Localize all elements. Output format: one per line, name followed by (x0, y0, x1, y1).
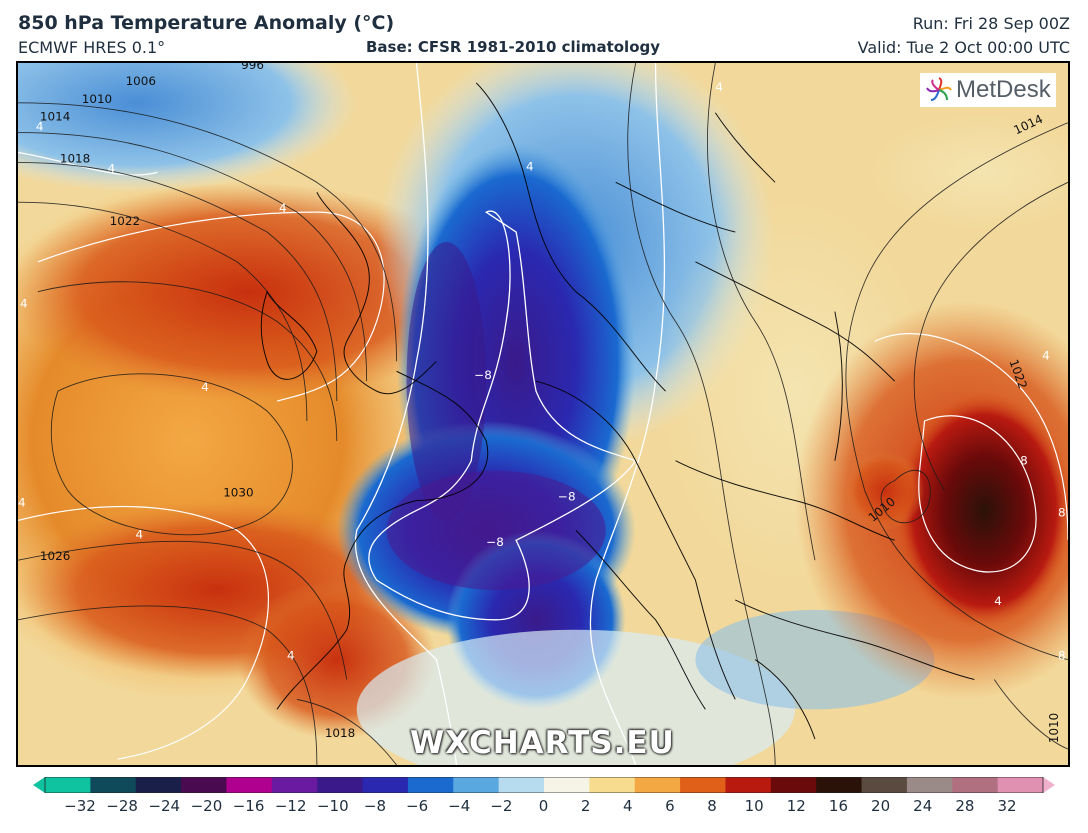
anomaly-label: 4 (136, 527, 144, 541)
metdesk-flower-icon (926, 77, 952, 101)
colorbar-ticks: −32 −28 −24 −20 −16 −12 −10 −8 −6 −4 −2 0 2 4 6 8 10 12 16… (0, 797, 1088, 819)
colorbar-tick-label: 12 (786, 797, 806, 815)
colorbar-min-arrow (33, 777, 45, 793)
colorbar-segment (407, 777, 454, 793)
colorbar-segment (997, 777, 1044, 793)
colorbar-segment (181, 777, 227, 793)
colorbar-tick-label: 4 (622, 797, 633, 815)
map-canvas: 1006 1010 1014 1018 1022 1030 1026 1018 … (18, 63, 1068, 765)
anomaly-label: 4 (18, 495, 26, 509)
colorbar-segment (725, 777, 772, 793)
anomaly-label: 8 (1058, 505, 1066, 519)
colorbar-tick-label: 10 (744, 797, 764, 815)
anomaly-label: −8 (474, 368, 492, 382)
anomaly-label: 4 (108, 161, 116, 175)
metdesk-logo: MetDesk (920, 73, 1056, 107)
colorbar-tick-label: 24 (913, 797, 933, 815)
anomaly-label: −8 (558, 490, 576, 504)
colorbar-tick-label: 32 (997, 797, 1017, 815)
colorbar-segment (453, 777, 500, 793)
colorbar-segment (634, 777, 681, 793)
temperature-colorbar (33, 777, 1055, 793)
isobar-label-1014: 1014 (40, 110, 70, 124)
model-label: ECMWF HRES 0.1° (18, 38, 166, 57)
anomaly-label: −8 (486, 535, 504, 549)
colorbar-segment (90, 777, 137, 793)
anomaly-label: 4 (20, 297, 28, 311)
anomaly-label: 4 (279, 201, 287, 215)
isobar-label-1010-east: 1010 (1047, 713, 1061, 743)
colorbar-tick-label: 28 (955, 797, 975, 815)
isobar-label-1018-south: 1018 (325, 726, 355, 740)
colorbar-tick-label: −8 (363, 797, 387, 815)
colorbar-tick-label: 6 (665, 797, 675, 815)
anomaly-label: 8 (1058, 649, 1066, 663)
anomaly-label: 4 (201, 380, 209, 394)
wxcharts-watermark: WXCHARTS.EU (410, 725, 675, 761)
colorbar-segment (317, 777, 364, 793)
anomaly-label: 4 (526, 159, 534, 173)
colorbar-tick-label: −24 (148, 797, 181, 815)
colorbar-segment (498, 777, 545, 793)
colorbar-segment (45, 777, 91, 793)
colorbar-tick-label: −20 (190, 797, 223, 815)
colorbar-segment (861, 777, 908, 793)
isobar-label-1006: 1006 (126, 74, 156, 88)
anomaly-label: 4 (715, 80, 723, 94)
colorbar-segment (589, 777, 636, 793)
colorbar-tick-label: −2 (490, 797, 513, 815)
colorbar-segment (952, 777, 999, 793)
isobar-label-1010: 1010 (82, 92, 112, 106)
colorbar-tick-label: −12 (274, 797, 307, 815)
colorbar-segment (770, 777, 817, 793)
colorbar-tick-label: 16 (828, 797, 848, 815)
colorbar-segment (680, 777, 726, 793)
isobar-label-1022: 1022 (110, 214, 140, 228)
anomaly-label: 4 (994, 594, 1002, 608)
anomaly-label: 4 (287, 649, 295, 663)
isobar-label-1026: 1026 (40, 549, 70, 563)
colorbar-tick-label: −32 (64, 797, 96, 815)
anomaly-label: 4 (36, 120, 44, 134)
valid-time-label: Valid: Tue 2 Oct 00:00 UTC (857, 38, 1070, 57)
run-time-label: Run: Fri 28 Sep 00Z (912, 14, 1070, 33)
colorbar-tick-label: 8 (707, 797, 717, 815)
isobar-label-1030: 1030 (223, 486, 253, 500)
colorbar-segment (271, 777, 318, 793)
colorbar-segment (135, 777, 182, 793)
chart-title: 850 hPa Temperature Anomaly (°C) (18, 12, 395, 34)
colorbar-max-arrow (1043, 777, 1055, 793)
colorbar-segment (226, 777, 273, 793)
colorbar-segment (816, 777, 863, 793)
isobar-label-996: 996 (241, 63, 264, 72)
colorbar-segment (544, 777, 590, 793)
colorbar-tick-label: −4 (448, 797, 471, 815)
colorbar-segment (362, 777, 409, 793)
colorbar-tick-label: −6 (406, 797, 429, 815)
anomaly-map[interactable]: 1006 1010 1014 1018 1022 1030 1026 1018 … (16, 61, 1070, 767)
logo-text: MetDesk (956, 76, 1051, 103)
anomaly-label: 8 (1020, 454, 1028, 468)
colorbar-tick-label: 20 (871, 797, 891, 815)
colorbar-segment (906, 777, 953, 793)
colorbar-tick-label: −28 (106, 797, 138, 815)
colorbar-tick-label: −16 (232, 797, 265, 815)
climatology-base-label: Base: CFSR 1981-2010 climatology (366, 38, 661, 56)
colorbar-tick-label: 2 (580, 797, 591, 815)
isobar-label-1018: 1018 (60, 151, 90, 165)
colorbar-tick-label: −10 (316, 797, 349, 815)
colorbar-tick-label: 0 (538, 797, 549, 815)
anomaly-label: 4 (1042, 348, 1050, 362)
